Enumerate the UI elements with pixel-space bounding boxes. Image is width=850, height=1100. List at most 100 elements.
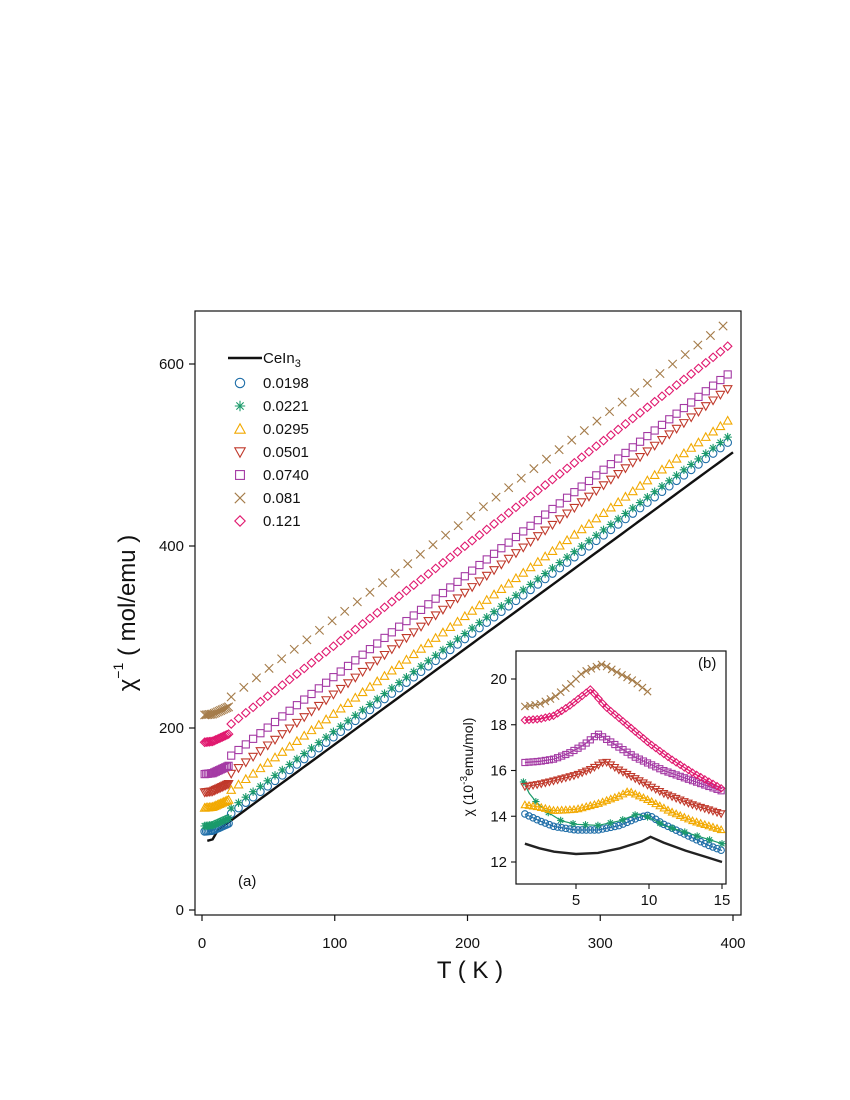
inset-point-0.0221-14 — [693, 832, 701, 840]
inset-point-0.0501-0 — [520, 783, 530, 792]
data-point-0.081-18 — [251, 673, 262, 683]
data-point-0.0221-63 — [570, 547, 579, 556]
data-point-0.0221-81 — [701, 449, 710, 458]
inset-point-0.0501-12 — [569, 772, 579, 781]
inset-point-0.0740-7 — [549, 755, 558, 763]
data-point-0.081-14 — [222, 703, 232, 713]
data-point-0.0740-39 — [395, 622, 404, 631]
inset-point-0.081-19 — [618, 670, 626, 679]
data-point-0.0740-58 — [533, 516, 542, 525]
data-point-0.0740-21 — [263, 723, 272, 732]
inset-point-0.0295-1 — [524, 800, 534, 809]
data-point-0.0740-33 — [351, 656, 360, 665]
data-point-0.081-5 — [208, 709, 218, 719]
inset-point-0.0740-40 — [684, 775, 693, 783]
data-point-0.0501-18 — [240, 758, 251, 768]
legend-label-0.121: 0.121 — [263, 513, 301, 530]
data-point-0.0740-20 — [256, 729, 265, 738]
data-point-0.0295-58 — [532, 556, 543, 566]
data-point-0.081-30 — [403, 559, 413, 569]
data-point-0.0295-78 — [678, 447, 690, 458]
data-point-0.0295-71 — [627, 485, 638, 496]
inset-series-0.0740 — [521, 730, 725, 795]
data-point-0.0221-47 — [453, 634, 462, 644]
inset-point-0.0501-48 — [716, 810, 726, 819]
inset-point-0.0501-23 — [614, 766, 624, 775]
data-point-0.0501-23 — [277, 730, 288, 740]
data-point-0.0740-72 — [635, 437, 645, 446]
inset-point-0.0740-4 — [537, 757, 545, 765]
data-point-0.0740-26 — [300, 695, 309, 704]
data-point-0.0295-44 — [430, 632, 441, 642]
inset-point-0.081-14 — [592, 662, 601, 671]
data-point-0.0295-36 — [372, 676, 383, 686]
data-point-0.0740-37 — [380, 633, 389, 643]
inset-y-tick-label-3: 18 — [490, 717, 507, 734]
data-point-0.121-28 — [313, 652, 324, 663]
data-point-0.0501-28 — [313, 701, 324, 712]
inset-point-0.0221-12 — [668, 824, 676, 832]
inset-point-0.0501-27 — [630, 775, 640, 784]
data-point-0.0501-77 — [671, 424, 682, 434]
data-point-0.0740-70 — [621, 448, 630, 458]
data-point-0.0295-28 — [313, 719, 324, 729]
data-point-0.0221-22 — [270, 771, 280, 780]
data-point-0.0221-41 — [409, 667, 418, 676]
data-point-0.0221-9 — [214, 818, 224, 827]
inset-point-0.0740-13 — [574, 744, 582, 752]
data-point-0.0221-28 — [314, 738, 324, 747]
inset-point-0.0740-3 — [533, 757, 541, 766]
inset-point-0.0295-0 — [520, 800, 530, 809]
legend-items: 0.0198 0.0221 0.0295 0.0501 0.0740 0.081 0.121 — [233, 375, 309, 530]
data-point-0.121-51 — [481, 524, 492, 535]
data-point-0.0740-78 — [679, 403, 689, 413]
inset-point-0.0198-25 — [623, 818, 631, 827]
inset-point-0.0501-2 — [528, 781, 538, 790]
data-point-0.0221-40 — [402, 672, 411, 682]
inset-point-0.121-44 — [700, 774, 710, 784]
data-point-0.0501-59 — [540, 526, 551, 536]
data-point-0.121-43 — [423, 569, 434, 579]
series-line-cein3 — [206, 451, 734, 842]
inset-point-0.121-5 — [540, 713, 550, 723]
data-point-0.0501-43 — [423, 617, 434, 627]
inset-point-0.0198-17 — [590, 826, 599, 834]
inset-point-0.121-40 — [684, 765, 693, 775]
data-point-0.0740-16 — [227, 751, 236, 760]
data-point-0.121-36 — [372, 607, 383, 618]
inset-ticks-layer: 5 10 15 12 14 16 18 20 — [490, 671, 730, 909]
data-point-0.0501-66 — [591, 486, 602, 497]
inset-y-tick-label-1: 14 — [490, 808, 507, 825]
data-point-0.0740-28 — [314, 684, 323, 693]
inset-point-0.121-19 — [598, 698, 607, 708]
data-point-0.0221-14 — [222, 814, 232, 823]
data-point-0.081-44 — [579, 426, 589, 436]
data-point-0.121-38 — [386, 596, 397, 607]
data-point-0.0501-17 — [233, 764, 244, 774]
data-point-0.081-45 — [592, 416, 602, 426]
inset-point-0.0295-34 — [659, 803, 669, 812]
inset-point-0.0295-6 — [544, 804, 554, 813]
inset-point-0.121-2 — [528, 715, 538, 724]
inset-point-0.121-48 — [716, 783, 726, 793]
x-tick-label-1: 100 — [322, 935, 347, 952]
inset-point-0.121-35 — [663, 752, 673, 762]
data-point-0.081-11 — [217, 705, 227, 715]
data-point-0.0740-17 — [234, 745, 243, 755]
data-point-0.0740-60 — [548, 504, 557, 514]
inset-point-0.081-5 — [546, 695, 555, 704]
inset-point-0.121-39 — [679, 763, 689, 772]
inset-point-0.121-3 — [532, 714, 542, 724]
data-point-0.0501-73 — [642, 447, 653, 457]
inset-point-0.0501-1 — [524, 782, 534, 791]
data-point-0.0740-51 — [482, 555, 491, 564]
inset-point-0.0501-8 — [553, 776, 563, 785]
data-point-0.121-29 — [321, 646, 332, 657]
data-point-0.0501-74 — [649, 441, 660, 451]
inset-point-0.0221-6 — [594, 821, 602, 829]
reference-line-layer — [206, 451, 734, 842]
data-point-0.0295-43 — [423, 638, 434, 648]
inset-point-0.0740-6 — [545, 756, 554, 764]
data-point-0.0740-67 — [599, 465, 608, 474]
data-point-0.121-84 — [722, 341, 733, 352]
